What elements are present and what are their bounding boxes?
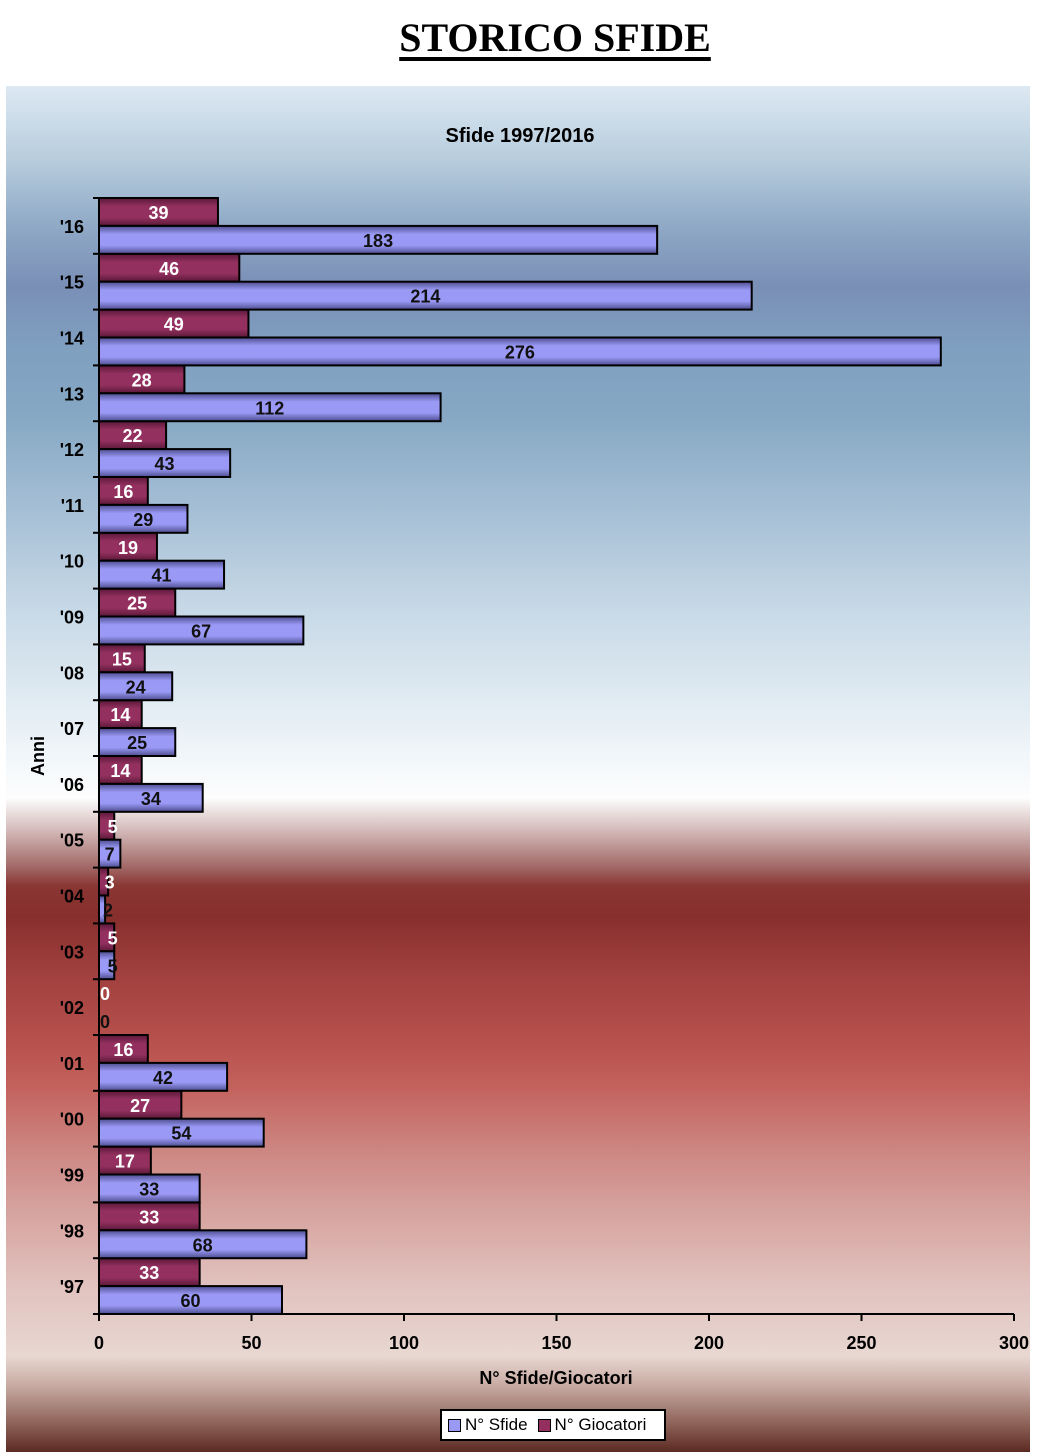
bar-giocatori xyxy=(98,1201,201,1232)
data-label-sfide: 29 xyxy=(133,510,153,530)
data-label-giocatori: 17 xyxy=(115,1152,135,1172)
data-label-sfide: 24 xyxy=(126,677,146,697)
legend-label-sfide: N° Sfide xyxy=(465,1415,528,1434)
y-tick-label: '05 xyxy=(60,831,84,851)
y-tick-label: '15 xyxy=(60,273,84,293)
data-label-sfide: 42 xyxy=(153,1068,173,1088)
bar-sfide xyxy=(98,1061,229,1092)
y-tick-label: '00 xyxy=(60,1110,84,1130)
legend-item-giocatori: N° Giocatori xyxy=(537,1415,647,1435)
y-tick-label: '07 xyxy=(60,719,84,739)
bar-sfide xyxy=(98,1229,308,1260)
page-title: STORICO SFIDE xyxy=(399,15,711,60)
y-tick-label: '14 xyxy=(60,329,84,349)
x-axis-title: N° Sfide/Giocatori xyxy=(479,1368,632,1388)
data-label-giocatori: 33 xyxy=(139,1263,159,1283)
data-label-giocatori: 25 xyxy=(127,594,147,614)
data-label-sfide: 54 xyxy=(171,1124,191,1144)
data-label-giocatori: 0 xyxy=(100,984,110,1004)
x-tick-label: 50 xyxy=(241,1333,261,1353)
data-label-sfide: 43 xyxy=(155,454,175,474)
legend-label-giocatori: N° Giocatori xyxy=(554,1415,647,1434)
data-label-giocatori: 49 xyxy=(164,315,184,335)
x-tick-label: 0 xyxy=(94,1333,104,1353)
legend-item-sfide: N° Sfide xyxy=(448,1415,528,1435)
legend-swatch-sfide xyxy=(448,1418,461,1432)
data-label-giocatori: 22 xyxy=(123,426,143,446)
legend-swatch-giocatori xyxy=(537,1418,551,1432)
bar-sfide xyxy=(98,503,189,534)
legend: N° Sfide N° Giocatori xyxy=(440,1409,666,1441)
bar-sfide xyxy=(98,727,177,757)
y-tick-label: '16 xyxy=(60,217,84,237)
data-label-giocatori: 16 xyxy=(113,482,133,502)
bar-sfide xyxy=(98,392,442,423)
data-label-sfide: 34 xyxy=(141,789,161,809)
data-label-sfide: 0 xyxy=(100,1012,110,1032)
data-label-giocatori: 5 xyxy=(108,928,118,948)
data-label-sfide: 67 xyxy=(191,621,211,641)
data-label-sfide: 60 xyxy=(180,1291,200,1311)
x-tick-label: 200 xyxy=(694,1333,724,1353)
x-tick-label: 100 xyxy=(389,1333,419,1353)
data-label-giocatori: 16 xyxy=(113,1040,133,1060)
y-tick-label: '09 xyxy=(60,608,84,628)
y-tick-label: '11 xyxy=(61,496,84,516)
data-label-giocatori: 19 xyxy=(118,538,138,558)
data-label-sfide: 276 xyxy=(505,342,535,362)
data-label-giocatori: 5 xyxy=(108,817,118,837)
data-label-sfide: 7 xyxy=(105,845,115,865)
data-label-sfide: 2 xyxy=(103,900,113,920)
x-tick-label: 250 xyxy=(846,1333,876,1353)
data-label-sfide: 183 xyxy=(363,231,393,251)
data-label-giocatori: 28 xyxy=(132,370,152,390)
data-label-giocatori: 3 xyxy=(105,873,115,893)
x-tick-label: 300 xyxy=(999,1333,1029,1353)
data-label-sfide: 5 xyxy=(108,956,118,976)
data-label-giocatori: 14 xyxy=(110,705,130,725)
y-tick-label: '08 xyxy=(60,663,84,683)
y-axis-title: Anni xyxy=(28,736,48,776)
data-label-giocatori: 14 xyxy=(110,761,130,781)
data-label-sfide: 214 xyxy=(410,287,440,307)
data-label-sfide: 25 xyxy=(127,733,147,753)
bar-sfide xyxy=(98,280,753,311)
y-tick-label: '13 xyxy=(60,384,84,404)
bar-sfide xyxy=(98,782,204,813)
data-label-giocatori: 39 xyxy=(148,203,168,223)
data-label-giocatori: 46 xyxy=(159,259,179,279)
bar-sfide xyxy=(98,671,174,702)
bar-giocatori xyxy=(98,643,146,674)
data-label-sfide: 68 xyxy=(193,1235,213,1255)
bar-giocatori xyxy=(98,1089,183,1120)
y-tick-label: '12 xyxy=(60,440,84,460)
bar-sfide xyxy=(98,336,942,367)
y-tick-label: '10 xyxy=(60,552,84,572)
data-label-giocatori: 33 xyxy=(139,1207,159,1227)
y-tick-label: '06 xyxy=(60,775,84,795)
data-label-giocatori: 27 xyxy=(130,1096,150,1116)
data-label-sfide: 33 xyxy=(139,1179,159,1199)
data-label-sfide: 112 xyxy=(255,398,284,418)
data-label-giocatori: 15 xyxy=(112,649,132,669)
y-tick-label: '98 xyxy=(60,1221,84,1241)
bar-sfide xyxy=(98,224,659,255)
data-label-sfide: 41 xyxy=(152,566,172,586)
y-tick-label: '02 xyxy=(60,998,84,1018)
bar-sfide xyxy=(98,559,226,590)
y-tick-label: '97 xyxy=(60,1277,84,1297)
bar-sfide xyxy=(98,1173,201,1204)
bar-sfide xyxy=(98,1117,265,1148)
y-tick-label: '04 xyxy=(60,887,84,907)
y-tick-label: '01 xyxy=(60,1054,84,1074)
y-tick-label: '99 xyxy=(60,1166,84,1186)
y-tick-label: '03 xyxy=(60,942,84,962)
x-tick-label: 150 xyxy=(541,1333,571,1353)
bar-sfide xyxy=(98,448,232,479)
chart-title: Sfide 1997/2016 xyxy=(446,125,595,147)
